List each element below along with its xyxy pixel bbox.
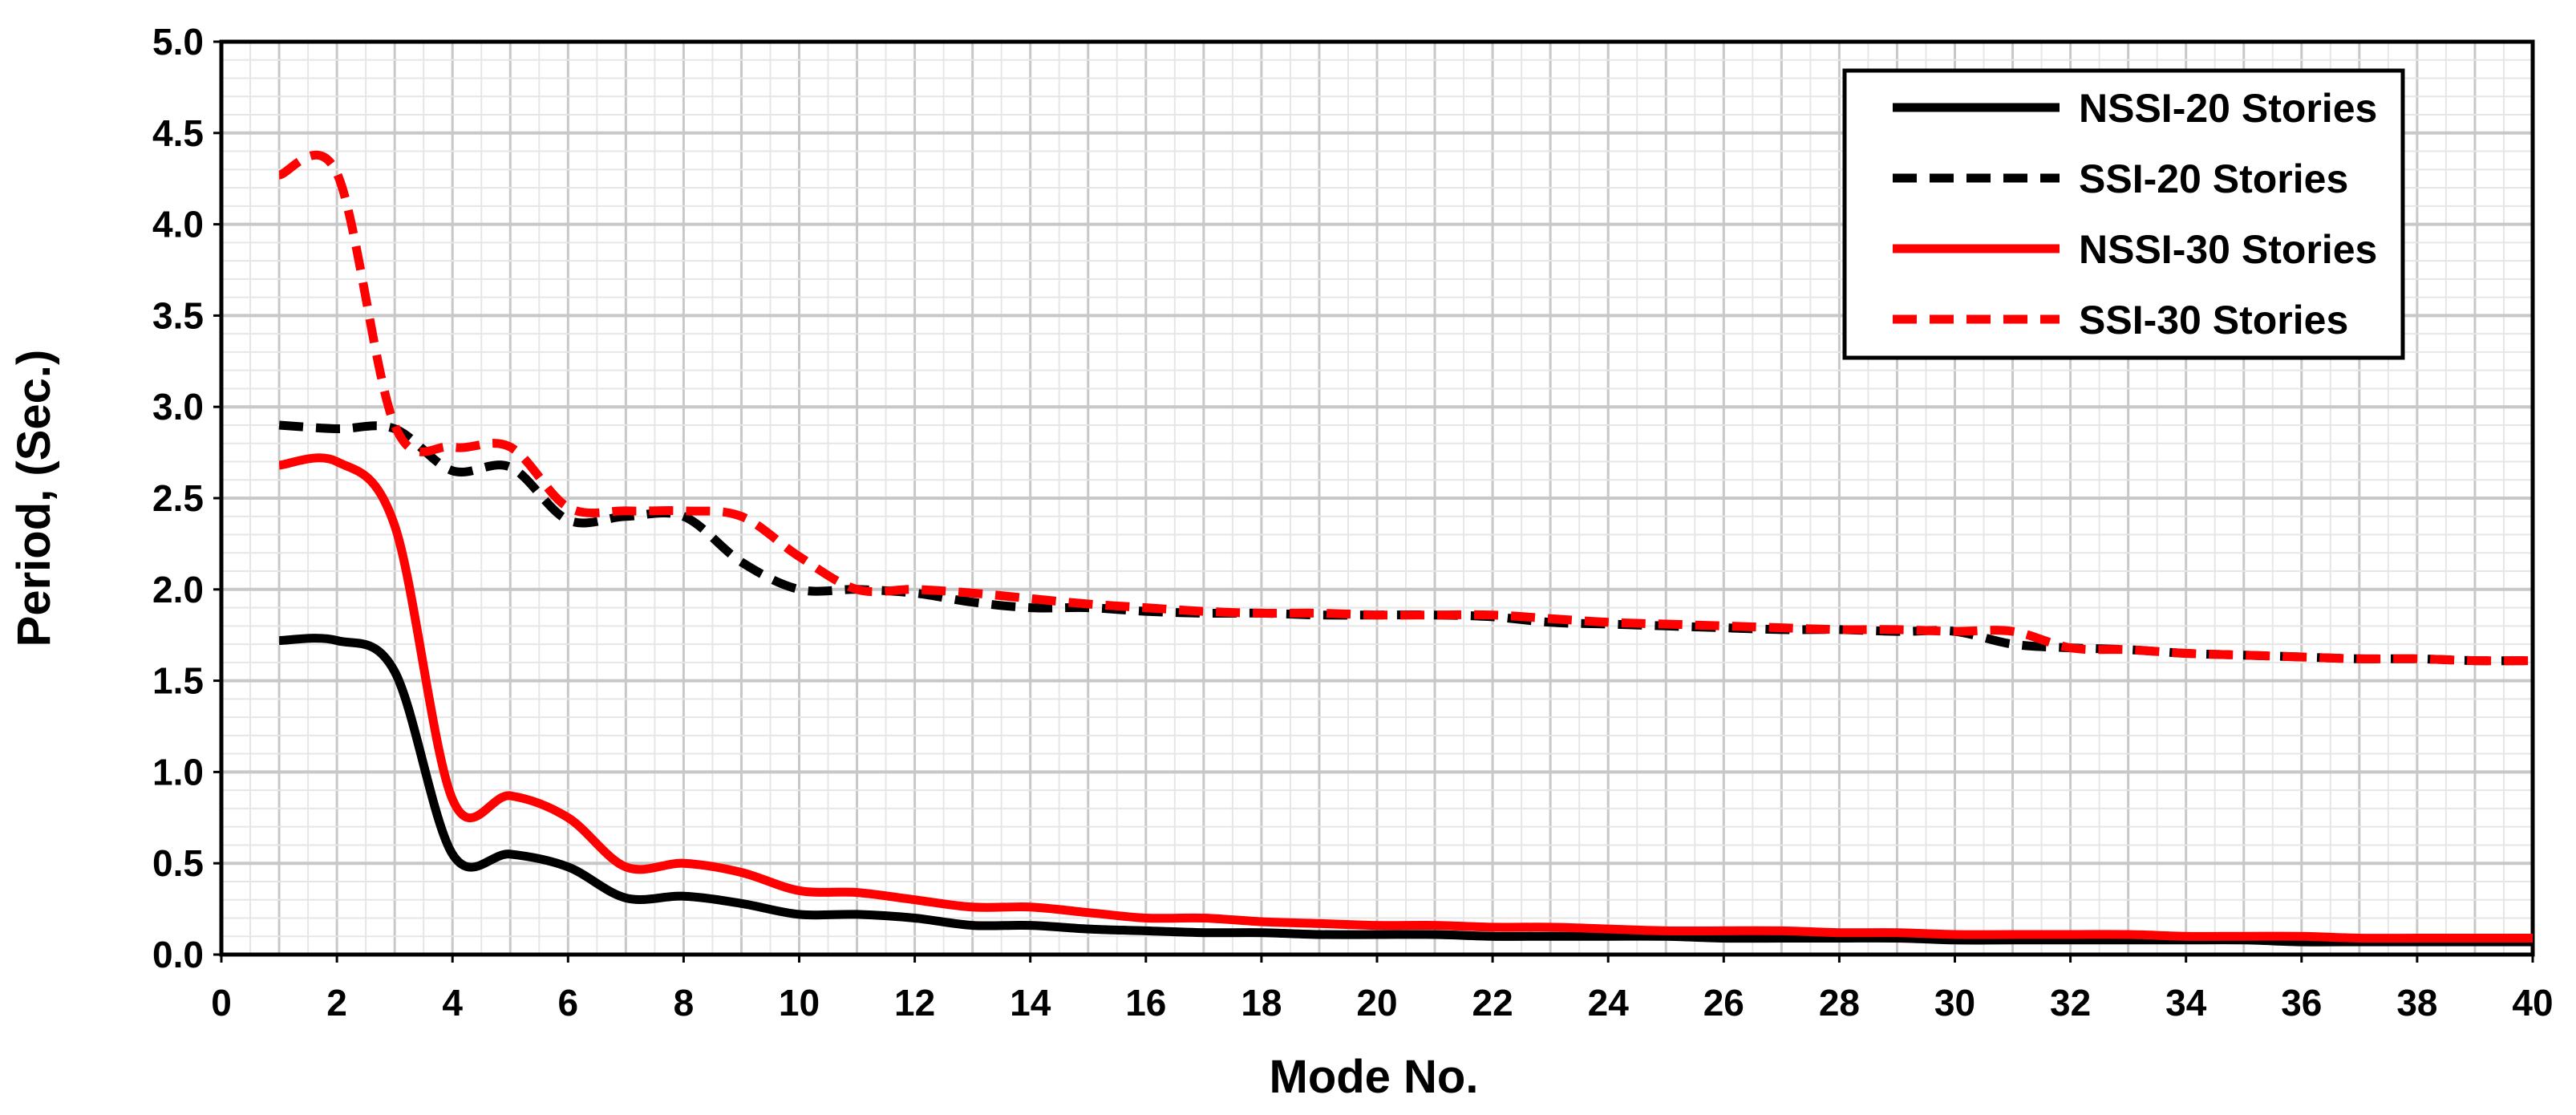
x-tick-label: 26 <box>1703 982 1744 1024</box>
x-tick-label: 6 <box>558 982 579 1024</box>
x-tick-label: 40 <box>2512 982 2553 1024</box>
x-axis: 0 2 4 6 8 10 12 14 16 18 20 22 24 26 28 30 32 34 36 38 40 <box>211 955 2554 1024</box>
x-tick-label: 22 <box>1472 982 1513 1024</box>
y-tick-label: 3.0 <box>152 386 204 428</box>
x-tick-label: 38 <box>2396 982 2437 1024</box>
legend-label-3: NSSI-30 Stories <box>2079 227 2377 272</box>
x-tick-label: 14 <box>1010 982 1051 1024</box>
x-tick-label: 20 <box>1356 982 1397 1024</box>
x-tick-label: 4 <box>442 982 463 1024</box>
x-tick-label: 30 <box>1934 982 1975 1024</box>
y-tick-label: 2.5 <box>152 477 204 519</box>
x-tick-label: 0 <box>211 982 232 1024</box>
legend-box <box>1842 68 2405 360</box>
y-tick-label: 0.0 <box>152 934 204 975</box>
x-tick-label: 16 <box>1125 982 1166 1024</box>
x-tick-label: 34 <box>2165 982 2207 1024</box>
x-tick-label: 28 <box>1819 982 1860 1024</box>
y-axis: 0.0 0.5 1.0 1.5 2.0 2.5 3.0 3.5 4.0 4.5 5.0 <box>152 21 221 975</box>
y-tick-label: 4.5 <box>152 112 204 154</box>
y-tick-label: 1.5 <box>152 660 204 702</box>
x-tick-label: 12 <box>894 982 935 1024</box>
y-tick-label: 0.5 <box>152 842 204 884</box>
legend-label-4: SSI-30 Stories <box>2079 298 2348 343</box>
x-tick-label: 2 <box>326 982 347 1024</box>
x-tick-label: 24 <box>1588 982 1630 1024</box>
x-axis-title: Mode No. <box>1270 1051 1479 1103</box>
y-tick-label: 4.0 <box>152 204 204 245</box>
series-line-4 <box>277 150 2533 666</box>
x-tick-label: 32 <box>2050 982 2091 1024</box>
x-tick-label: 36 <box>2281 982 2322 1024</box>
legend: NSSI-20 Stories SSI-20 Stories NSSI-30 Sto… <box>1842 68 2405 360</box>
legend-label-2: SSI-20 Stories <box>2079 156 2348 201</box>
y-tick-label: 3.5 <box>152 294 204 336</box>
y-tick-label: 2.0 <box>152 569 204 610</box>
y-tick-label: 5.0 <box>152 21 204 63</box>
legend-label-1: NSSI-20 Stories <box>2079 86 2377 131</box>
y-axis-title: Period, (Sec.) <box>8 350 60 647</box>
grid <box>220 40 2534 956</box>
series-lines <box>277 150 2533 947</box>
series-line-3 <box>278 453 2533 943</box>
y-tick-label: 1.0 <box>152 751 204 793</box>
x-tick-label: 10 <box>779 982 820 1024</box>
x-tick-label: 8 <box>674 982 695 1024</box>
series-line-1 <box>278 634 2533 947</box>
x-tick-label: 18 <box>1241 982 1282 1024</box>
